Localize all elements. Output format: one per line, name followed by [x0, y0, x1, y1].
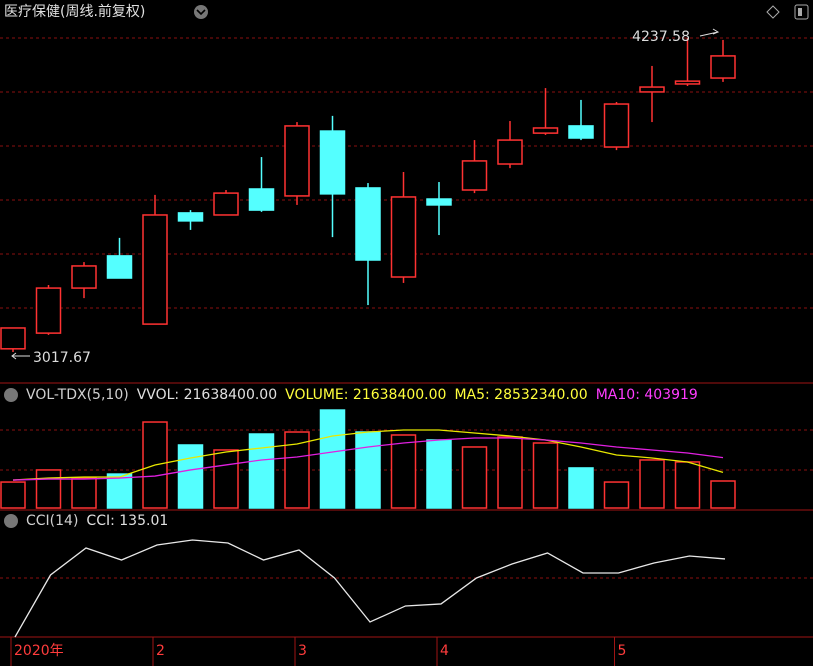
- ma-line: [12, 429, 724, 481]
- volume-bar: [568, 467, 594, 509]
- vol-menu[interactable]: [4, 388, 18, 402]
- cci-menu[interactable]: [4, 514, 18, 528]
- indicator-label: CCI(14): [26, 513, 78, 529]
- indicator-label: MA10: 403919: [596, 387, 698, 403]
- high-label: 4237.58: [632, 29, 690, 45]
- indicator-label: VOL-TDX(5,10): [26, 387, 129, 403]
- indicator-label: VOLUME: 21638400.00: [285, 387, 446, 403]
- candle-body: [319, 130, 346, 195]
- indicator-label: MA5: 28532340.00: [454, 387, 587, 403]
- volume-bar: [71, 477, 97, 509]
- dropdown-arrow: [196, 9, 206, 16]
- volume-bar: [461, 446, 488, 509]
- cci-line: [14, 539, 726, 638]
- candle-body: [568, 125, 594, 139]
- candle-body: [248, 188, 275, 211]
- x-tick-label: 5: [618, 643, 627, 659]
- cci-header: CCI(14) CCI: 135.01: [26, 513, 168, 529]
- volume-bar: [213, 449, 239, 509]
- volume-bar: [532, 442, 559, 509]
- candle-body: [532, 127, 559, 134]
- volume-bar: [497, 436, 523, 509]
- candle-body: [603, 103, 630, 148]
- volume-bar: [426, 439, 452, 509]
- high-arrow: [699, 28, 720, 37]
- volume-bar: [639, 459, 665, 509]
- volume-bar: [674, 461, 701, 509]
- candle-body: [0, 327, 26, 350]
- candle-body: [35, 287, 62, 334]
- title: 医疗保健(周线.前复权): [4, 3, 145, 20]
- candle-body: [461, 160, 488, 191]
- x-tick-label: 3: [298, 643, 307, 659]
- volume-bar: [319, 409, 346, 509]
- candle-body: [71, 265, 97, 289]
- volume-bar: [355, 431, 381, 509]
- grid: [0, 37, 813, 638]
- low-arrow: [11, 352, 30, 360]
- candle-body: [142, 214, 168, 325]
- candle-body: [426, 198, 452, 206]
- volume-bar: [35, 469, 62, 509]
- low-label: 3017.67: [33, 350, 91, 366]
- volume-header: VOL-TDX(5,10) VVOL: 21638400.00 VOLUME: 21…: [26, 387, 698, 403]
- x-tick-label: 2020年: [14, 643, 64, 659]
- candle-body: [213, 192, 239, 216]
- indicator-label: VVOL: 21638400.00: [137, 387, 277, 403]
- volume-bar: [248, 433, 275, 509]
- candle-body: [177, 212, 204, 222]
- candle-body: [355, 187, 381, 261]
- diamond-button[interactable]: [766, 5, 780, 19]
- candle-body: [710, 55, 736, 79]
- window-icon: [798, 8, 802, 16]
- volume-bar: [0, 481, 26, 509]
- volume-bar: [710, 480, 736, 509]
- x-tick-label: 2: [156, 643, 165, 659]
- indicator-label: CCI: 135.01: [86, 513, 168, 529]
- ma-line: [12, 437, 724, 481]
- dropdown-button[interactable]: [194, 5, 208, 19]
- volume-bar: [390, 434, 417, 509]
- candle-body: [674, 80, 701, 85]
- candle-body: [390, 196, 417, 278]
- volume-bar: [284, 431, 310, 509]
- candle-body: [639, 86, 665, 93]
- candle-body: [497, 139, 523, 165]
- candle-body: [106, 255, 133, 279]
- window-button[interactable]: [794, 4, 809, 20]
- x-tick-label: 4: [440, 643, 449, 659]
- volume-bar: [106, 473, 133, 509]
- volume-bar: [603, 481, 630, 509]
- candle-body: [284, 125, 310, 197]
- volume-bar: [177, 444, 204, 509]
